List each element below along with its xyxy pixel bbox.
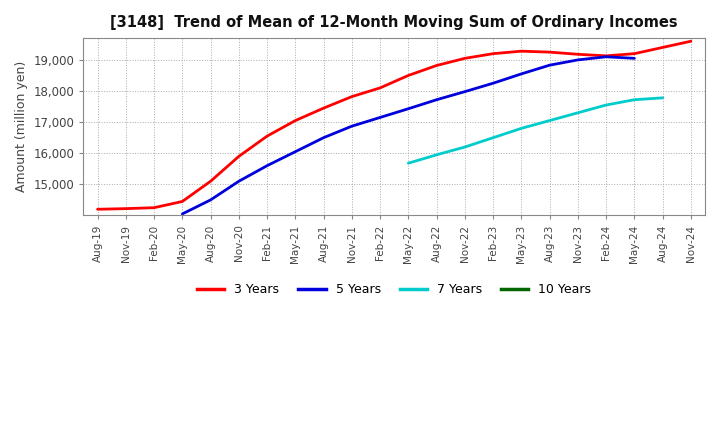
5 Years: [206, 197, 215, 202]
7 Years: [574, 110, 582, 115]
7 Years: [432, 152, 441, 158]
5 Years: [602, 54, 611, 59]
3 Years: [574, 51, 582, 57]
3 Years: [489, 51, 498, 56]
Line: 5 Years: 5 Years: [182, 57, 634, 214]
5 Years: [432, 97, 441, 103]
3 Years: [630, 51, 639, 56]
3 Years: [150, 205, 158, 210]
Title: [3148]  Trend of Mean of 12-Month Moving Sum of Ordinary Incomes: [3148] Trend of Mean of 12-Month Moving …: [110, 15, 678, 30]
Y-axis label: Amount (million yen): Amount (million yen): [15, 61, 28, 192]
3 Years: [517, 48, 526, 54]
3 Years: [263, 133, 271, 139]
3 Years: [235, 154, 243, 159]
5 Years: [235, 179, 243, 184]
5 Years: [461, 89, 469, 94]
5 Years: [574, 57, 582, 62]
7 Years: [517, 126, 526, 131]
3 Years: [658, 45, 667, 50]
3 Years: [545, 49, 554, 55]
5 Years: [545, 62, 554, 68]
3 Years: [122, 206, 130, 211]
3 Years: [602, 53, 611, 59]
3 Years: [687, 39, 696, 44]
7 Years: [545, 118, 554, 123]
3 Years: [319, 106, 328, 111]
5 Years: [376, 115, 384, 120]
3 Years: [376, 85, 384, 91]
3 Years: [432, 63, 441, 68]
7 Years: [658, 95, 667, 100]
Line: 3 Years: 3 Years: [98, 41, 691, 209]
5 Years: [263, 163, 271, 169]
3 Years: [404, 73, 413, 78]
5 Years: [319, 135, 328, 140]
3 Years: [348, 94, 356, 99]
7 Years: [461, 144, 469, 150]
Legend: 3 Years, 5 Years, 7 Years, 10 Years: 3 Years, 5 Years, 7 Years, 10 Years: [192, 279, 596, 301]
5 Years: [404, 106, 413, 111]
5 Years: [291, 149, 300, 154]
7 Years: [602, 103, 611, 108]
5 Years: [489, 81, 498, 86]
5 Years: [178, 211, 186, 216]
3 Years: [178, 199, 186, 204]
3 Years: [94, 207, 102, 212]
7 Years: [404, 161, 413, 166]
5 Years: [630, 56, 639, 61]
3 Years: [206, 179, 215, 184]
3 Years: [461, 56, 469, 61]
7 Years: [489, 135, 498, 140]
Line: 7 Years: 7 Years: [408, 98, 662, 163]
5 Years: [348, 124, 356, 129]
7 Years: [630, 97, 639, 103]
3 Years: [291, 118, 300, 123]
5 Years: [517, 71, 526, 77]
